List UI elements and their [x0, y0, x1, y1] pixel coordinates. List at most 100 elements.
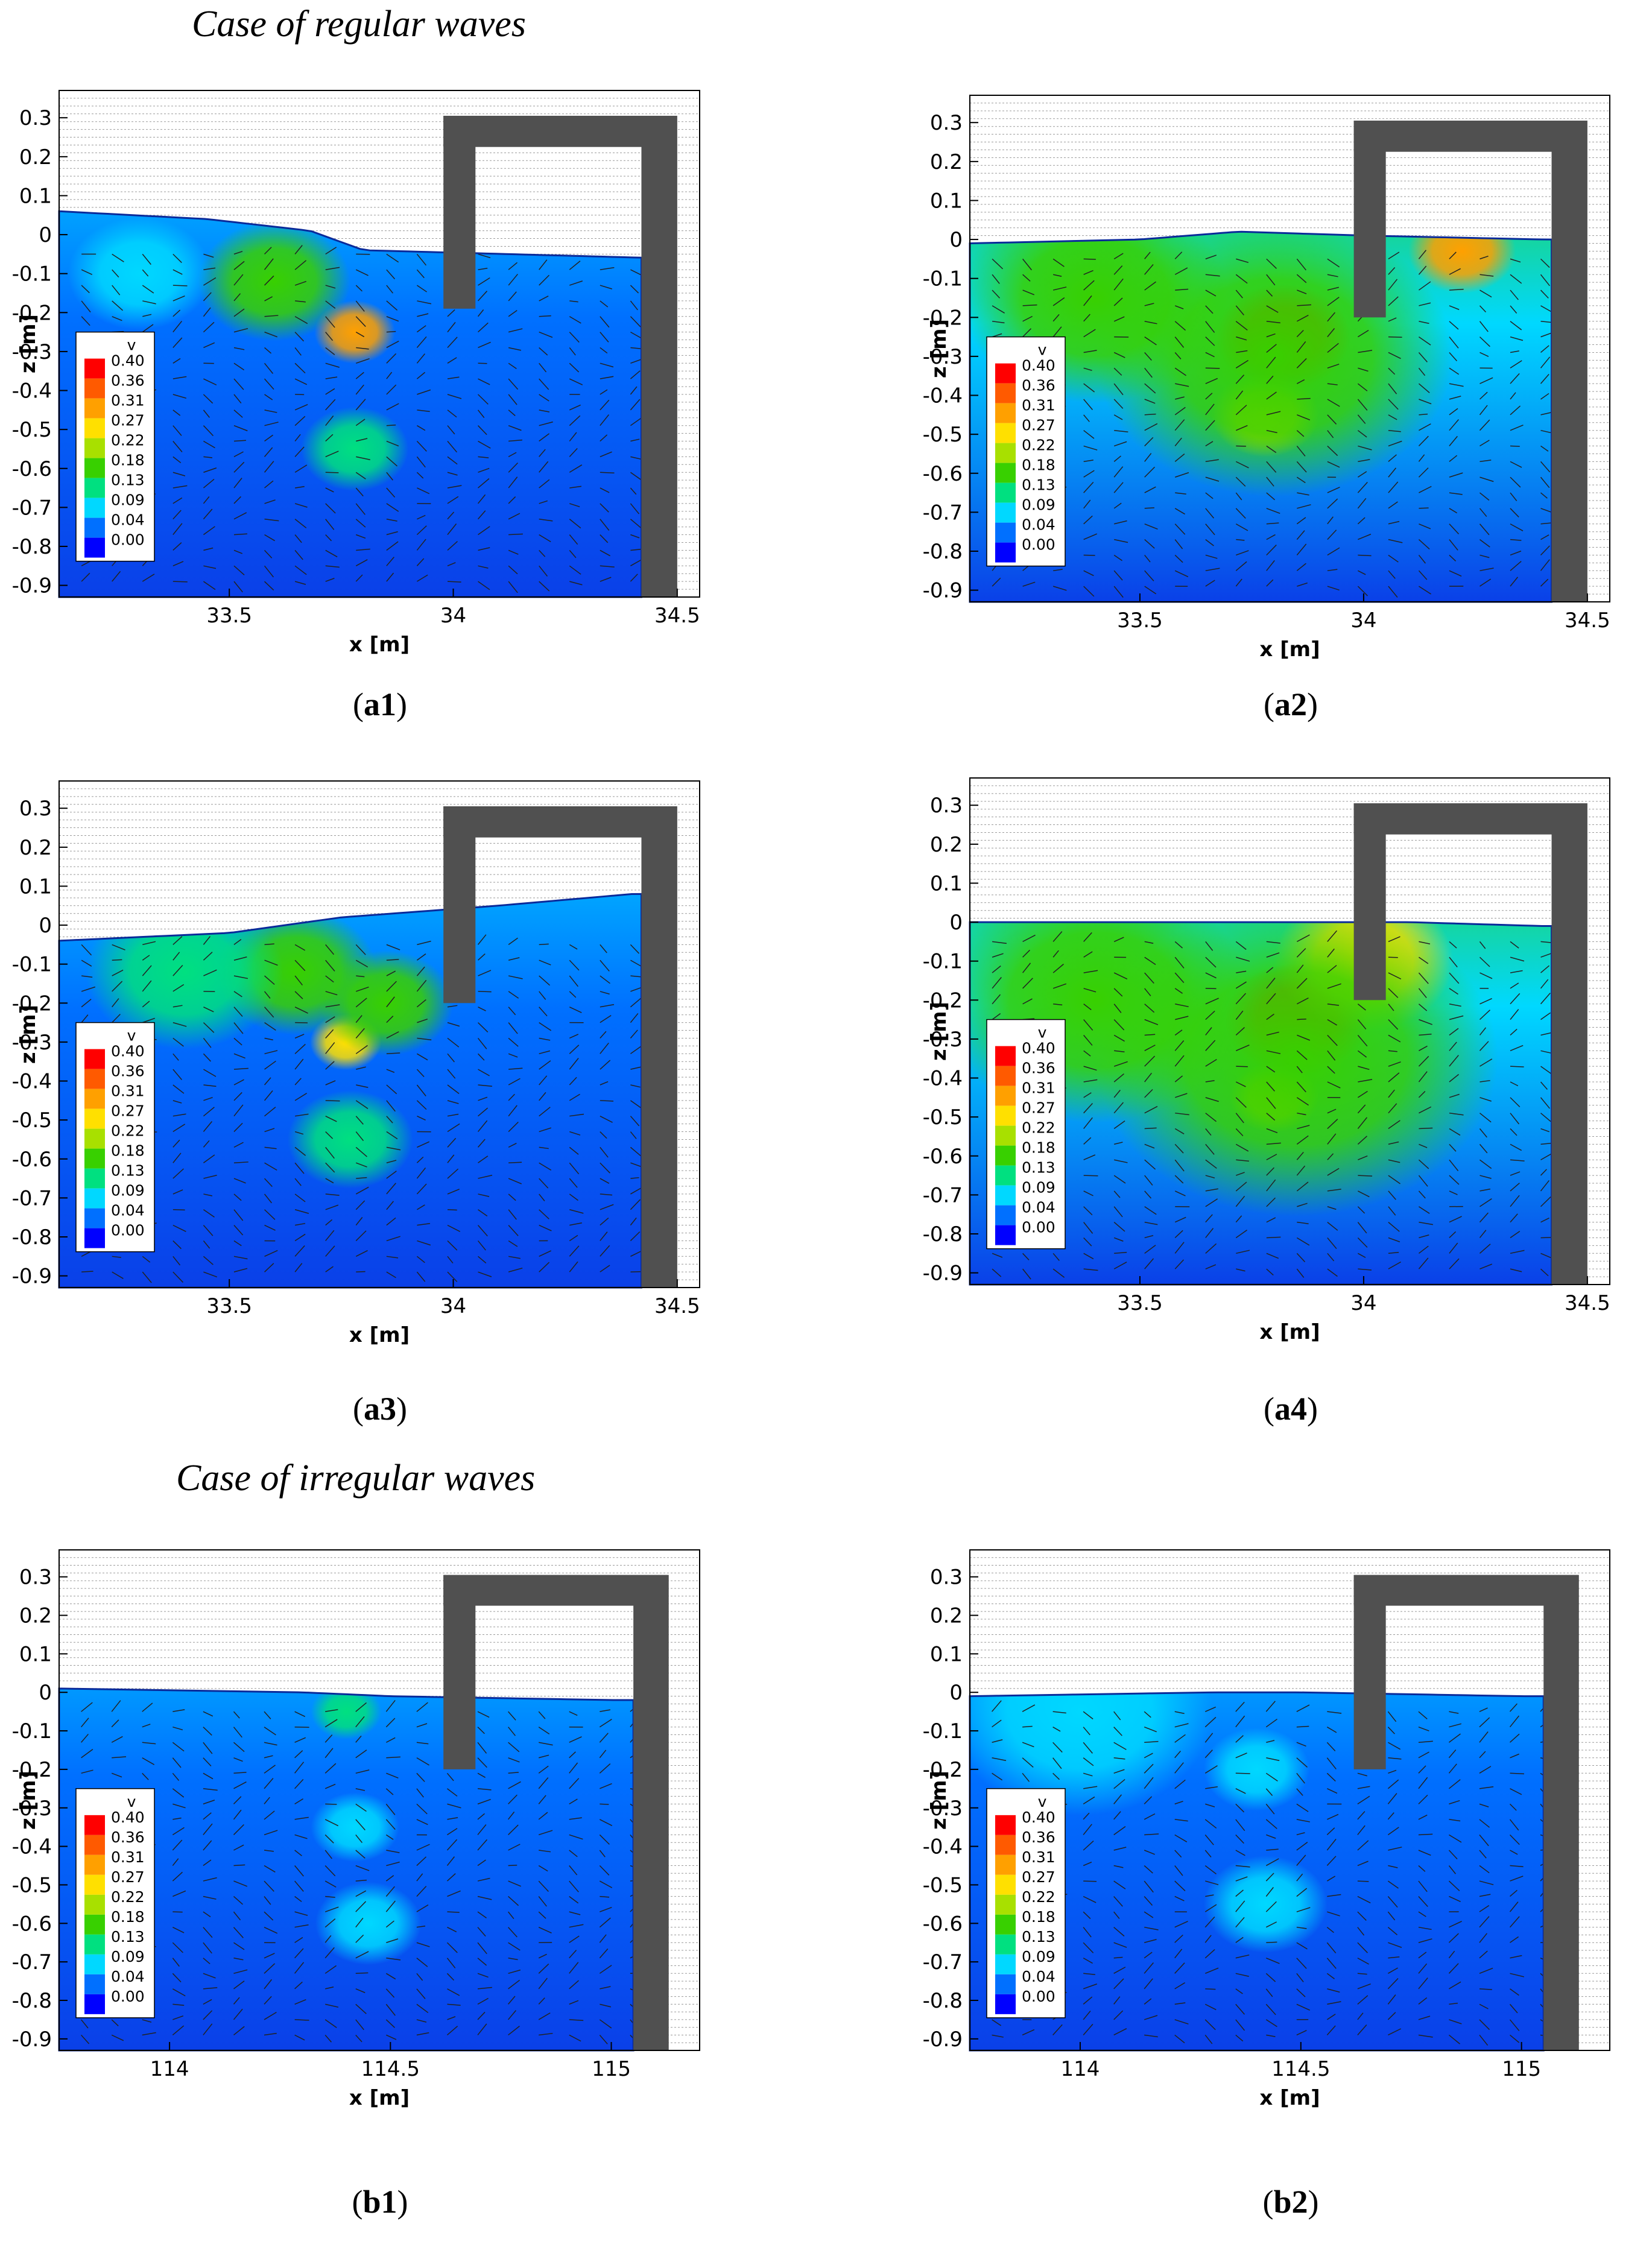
legend-title: v [1038, 1793, 1047, 1810]
front-wall [443, 116, 476, 309]
velocity-vector [1022, 1704, 1036, 1712]
velocity-vector [1266, 476, 1274, 487]
velocity-vector [386, 1160, 397, 1163]
velocity-vector [1113, 399, 1124, 409]
velocity-vector [1174, 337, 1185, 348]
velocity-vector [992, 953, 1004, 958]
velocity-vector [1174, 305, 1184, 309]
velocity-vector [1144, 466, 1156, 478]
velocity-vector [417, 574, 428, 582]
velocity-vector [1144, 1813, 1156, 1820]
velocity-vector [1174, 1159, 1185, 1172]
water-surface [969, 921, 1553, 1286]
velocity-vector [1357, 517, 1366, 525]
velocity-vector [203, 394, 214, 404]
panel-b2: 0.3 0.2 0.1 0 -0.1 -0.2 -0.3 -0.4 -0.5 -0.6 -0.7 -0… [911, 1544, 1652, 2123]
velocity-vector [630, 1715, 634, 1728]
velocity-vector [1296, 948, 1306, 958]
velocity-vector [264, 1742, 277, 1746]
velocity-vector [1479, 956, 1490, 967]
velocity-vector [416, 1168, 426, 1179]
velocity-vector [416, 1819, 428, 1825]
velocity-hotspot [301, 406, 409, 492]
velocity-vector [264, 1953, 275, 1959]
velocity-vector [1479, 1230, 1487, 1238]
velocity-vector [478, 1022, 489, 1032]
velocity-vector [1326, 1856, 1337, 1866]
velocity-vector [416, 953, 426, 961]
velocity-vector [447, 357, 457, 364]
velocity-vector [1113, 972, 1128, 980]
velocity-vector [1266, 1154, 1277, 1160]
velocity-vector [1144, 486, 1156, 493]
velocity-vector [233, 1256, 248, 1260]
velocity-vector [508, 1727, 516, 1736]
velocity-vector [1144, 1245, 1156, 1254]
velocity-vector [1326, 2014, 1336, 2020]
velocity-vector [1510, 1973, 1524, 1977]
velocity-vector [264, 275, 274, 286]
velocity-vector [1418, 265, 1427, 275]
velocity-vector [1418, 539, 1430, 550]
velocity-vector [1083, 988, 1097, 993]
velocity-vector [1174, 1949, 1183, 1959]
velocity-vector [1540, 1901, 1544, 1912]
velocity-vector [1388, 279, 1398, 291]
velocity-vector [508, 1844, 521, 1851]
velocity-vector [1419, 1019, 1432, 1025]
velocity-vector [569, 1817, 582, 1820]
velocity-vector [112, 944, 125, 950]
velocity-vector [569, 378, 583, 385]
velocity-vector [264, 1880, 274, 1892]
velocity-vector [1418, 1938, 1432, 1943]
velocity-vector [1540, 321, 1552, 323]
velocity-vector [1174, 1962, 1185, 1974]
velocity-vector [264, 1263, 274, 1272]
legend-swatch [84, 1974, 105, 1994]
velocity-vector [233, 1122, 243, 1133]
velocity-vector [1144, 251, 1151, 259]
velocity-vector [386, 340, 399, 349]
velocity-hotspot [198, 221, 350, 341]
velocity-vector [508, 581, 518, 593]
velocity-vector [1144, 336, 1157, 346]
velocity-vector [1296, 964, 1304, 973]
velocity-vector [1449, 972, 1460, 984]
velocity-vector [1266, 1013, 1274, 1020]
velocity-vector [1144, 1045, 1156, 1051]
y-tick-label: -0.8 [12, 1989, 52, 2013]
legend-swatch [995, 1835, 1016, 1855]
velocity-vector [447, 425, 455, 435]
legend-label: 0.40 [1022, 1040, 1055, 1057]
velocity-vector [1083, 1996, 1093, 2005]
velocity-vector [630, 1146, 642, 1157]
velocity-vector [1235, 375, 1245, 384]
velocity-vector [233, 1727, 242, 1738]
velocity-hotspot [1203, 1855, 1328, 1953]
velocity-vector [1144, 1998, 1152, 2005]
velocity-vector [172, 1858, 179, 1866]
velocity-vector [1327, 328, 1335, 338]
velocity-vector [1022, 1253, 1030, 1260]
velocity-vector [599, 1719, 612, 1728]
velocity-vector [447, 1022, 460, 1027]
velocity-vector [324, 1748, 334, 1759]
velocity-vector [1266, 445, 1277, 454]
y-tick-label: -0.7 [923, 1950, 963, 1974]
y-tick-label: 0.1 [19, 1642, 52, 1666]
velocity-vector [294, 316, 308, 324]
velocity-vector [1296, 1803, 1309, 1812]
velocity-vector [1144, 321, 1157, 324]
velocity-vector [172, 1240, 182, 1250]
y-tick-label: 0.2 [930, 150, 963, 174]
velocity-vector [1266, 305, 1279, 313]
velocity-vector [508, 347, 521, 351]
velocity-vector [1327, 343, 1339, 353]
velocity-vector [325, 285, 336, 289]
velocity-vector [1083, 1880, 1097, 1882]
velocity-vector [478, 1256, 487, 1264]
y-axis-label: z [m] [16, 1005, 40, 1064]
velocity-vector [1357, 383, 1368, 391]
velocity-vector [1235, 1865, 1250, 1868]
velocity-vector [508, 1162, 522, 1163]
